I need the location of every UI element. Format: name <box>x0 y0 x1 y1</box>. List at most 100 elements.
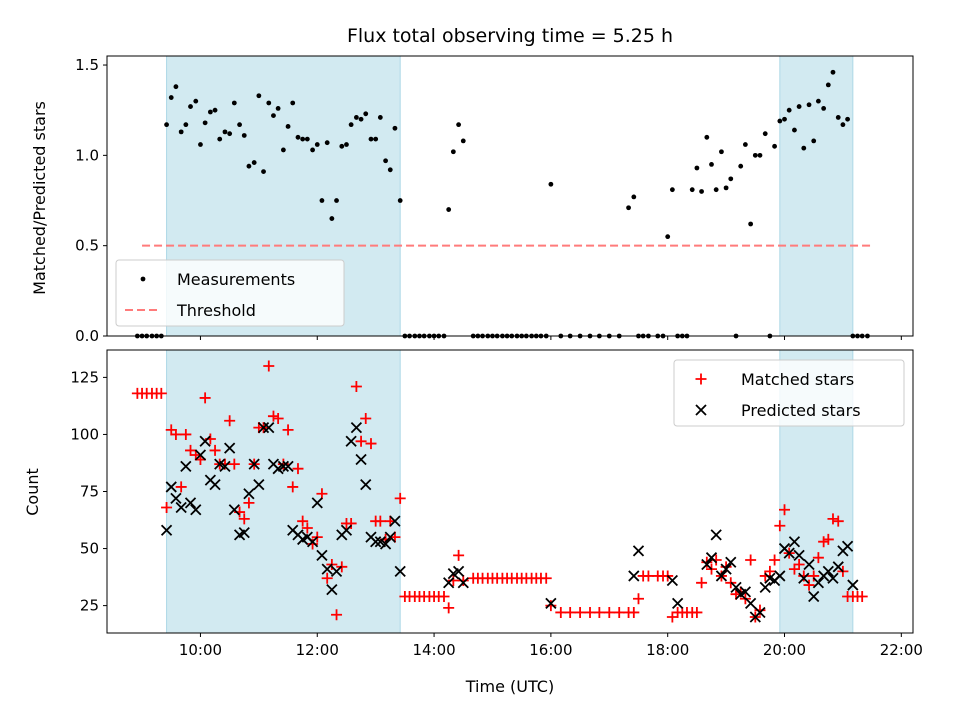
data-point <box>772 143 777 149</box>
data-point <box>443 602 455 614</box>
data-point <box>209 444 221 456</box>
data-point <box>194 449 207 461</box>
y-tick-label: 1.5 <box>75 56 99 74</box>
data-point <box>719 149 724 155</box>
x-tick-label: 16:00 <box>529 641 572 659</box>
data-point <box>370 536 382 548</box>
data-point <box>584 606 596 618</box>
count-panel: 10:00 12:00 14:00 16:00 18:00 20:00 22:00 25 50 7… <box>70 349 923 659</box>
data-point <box>821 105 827 111</box>
data-point <box>642 570 654 582</box>
data-point <box>446 207 452 212</box>
data-point <box>769 554 781 566</box>
data-point <box>671 597 684 609</box>
data-point <box>267 410 279 422</box>
data-point <box>394 565 406 578</box>
data-point <box>340 524 353 536</box>
data-point <box>365 438 377 450</box>
data-point <box>665 234 671 240</box>
data-point <box>183 122 189 128</box>
data-point <box>699 189 704 194</box>
data-point <box>603 606 615 618</box>
data-point <box>759 581 771 593</box>
data-point <box>774 520 786 532</box>
data-point <box>801 145 807 151</box>
data-point <box>704 134 710 140</box>
data-point <box>175 481 187 493</box>
data-point <box>282 424 294 436</box>
data-point <box>701 558 713 571</box>
x-tick-label: 12:00 <box>296 641 339 659</box>
data-point <box>808 590 820 603</box>
data-point <box>277 460 290 473</box>
data-point <box>745 554 757 566</box>
data-point <box>827 572 839 584</box>
legend-box <box>115 259 345 327</box>
data-point <box>825 82 831 88</box>
data-point <box>754 606 766 619</box>
bottom-y-axis-label: Count <box>23 468 42 516</box>
x-tick-label: 14:00 <box>412 641 455 659</box>
legend-label: Predicted stars <box>741 401 861 420</box>
data-point <box>792 127 797 133</box>
data-point <box>397 198 403 203</box>
data-point <box>392 125 398 131</box>
data-point <box>304 136 310 142</box>
data-point <box>324 140 330 146</box>
data-point <box>330 565 343 578</box>
data-point <box>355 453 367 466</box>
data-point <box>188 104 193 109</box>
data-point <box>339 143 345 149</box>
data-point <box>555 606 567 618</box>
data-point <box>237 122 242 128</box>
legend-label: Matched stars <box>741 370 854 389</box>
data-point <box>306 536 319 548</box>
data-point <box>287 481 299 493</box>
data-point <box>764 565 776 577</box>
data-point <box>202 120 208 126</box>
data-point <box>374 515 386 527</box>
data-point <box>168 95 174 100</box>
data-point <box>224 415 236 427</box>
data-point <box>452 565 465 578</box>
data-point <box>272 412 284 424</box>
data-point <box>353 115 359 120</box>
data-point <box>243 497 255 509</box>
x-tick-label: 10:00 <box>179 641 222 659</box>
data-point <box>363 111 369 117</box>
chart-title: Flux total observing time = 5.25 h <box>347 25 673 47</box>
data-point <box>626 205 631 211</box>
data-point <box>720 563 732 575</box>
data-point <box>321 563 333 575</box>
data-point <box>710 554 722 566</box>
data-point <box>739 586 752 598</box>
data-point <box>835 115 841 120</box>
data-point <box>301 522 313 534</box>
data-point <box>728 176 734 182</box>
data-point <box>742 142 748 147</box>
series-predicted-stars <box>160 421 859 623</box>
data-point <box>793 549 805 562</box>
data-point <box>160 524 173 536</box>
data-point <box>689 187 695 193</box>
data-point <box>694 165 700 171</box>
data-point <box>806 102 812 108</box>
data-point <box>256 93 262 99</box>
data-point <box>263 360 275 372</box>
data-point <box>774 570 786 582</box>
data-point <box>803 579 815 591</box>
data-point <box>170 492 182 504</box>
data-point <box>840 122 846 128</box>
data-point <box>263 421 275 434</box>
data-point <box>593 606 605 618</box>
data-point <box>786 107 792 113</box>
y-tick-label: 75 <box>80 483 99 501</box>
data-point <box>164 122 169 128</box>
data-point <box>762 131 768 137</box>
data-point <box>669 187 675 193</box>
y-tick-label: 0.0 <box>75 327 99 345</box>
data-point <box>847 579 859 591</box>
data-point <box>175 501 187 514</box>
data-point <box>808 570 820 582</box>
